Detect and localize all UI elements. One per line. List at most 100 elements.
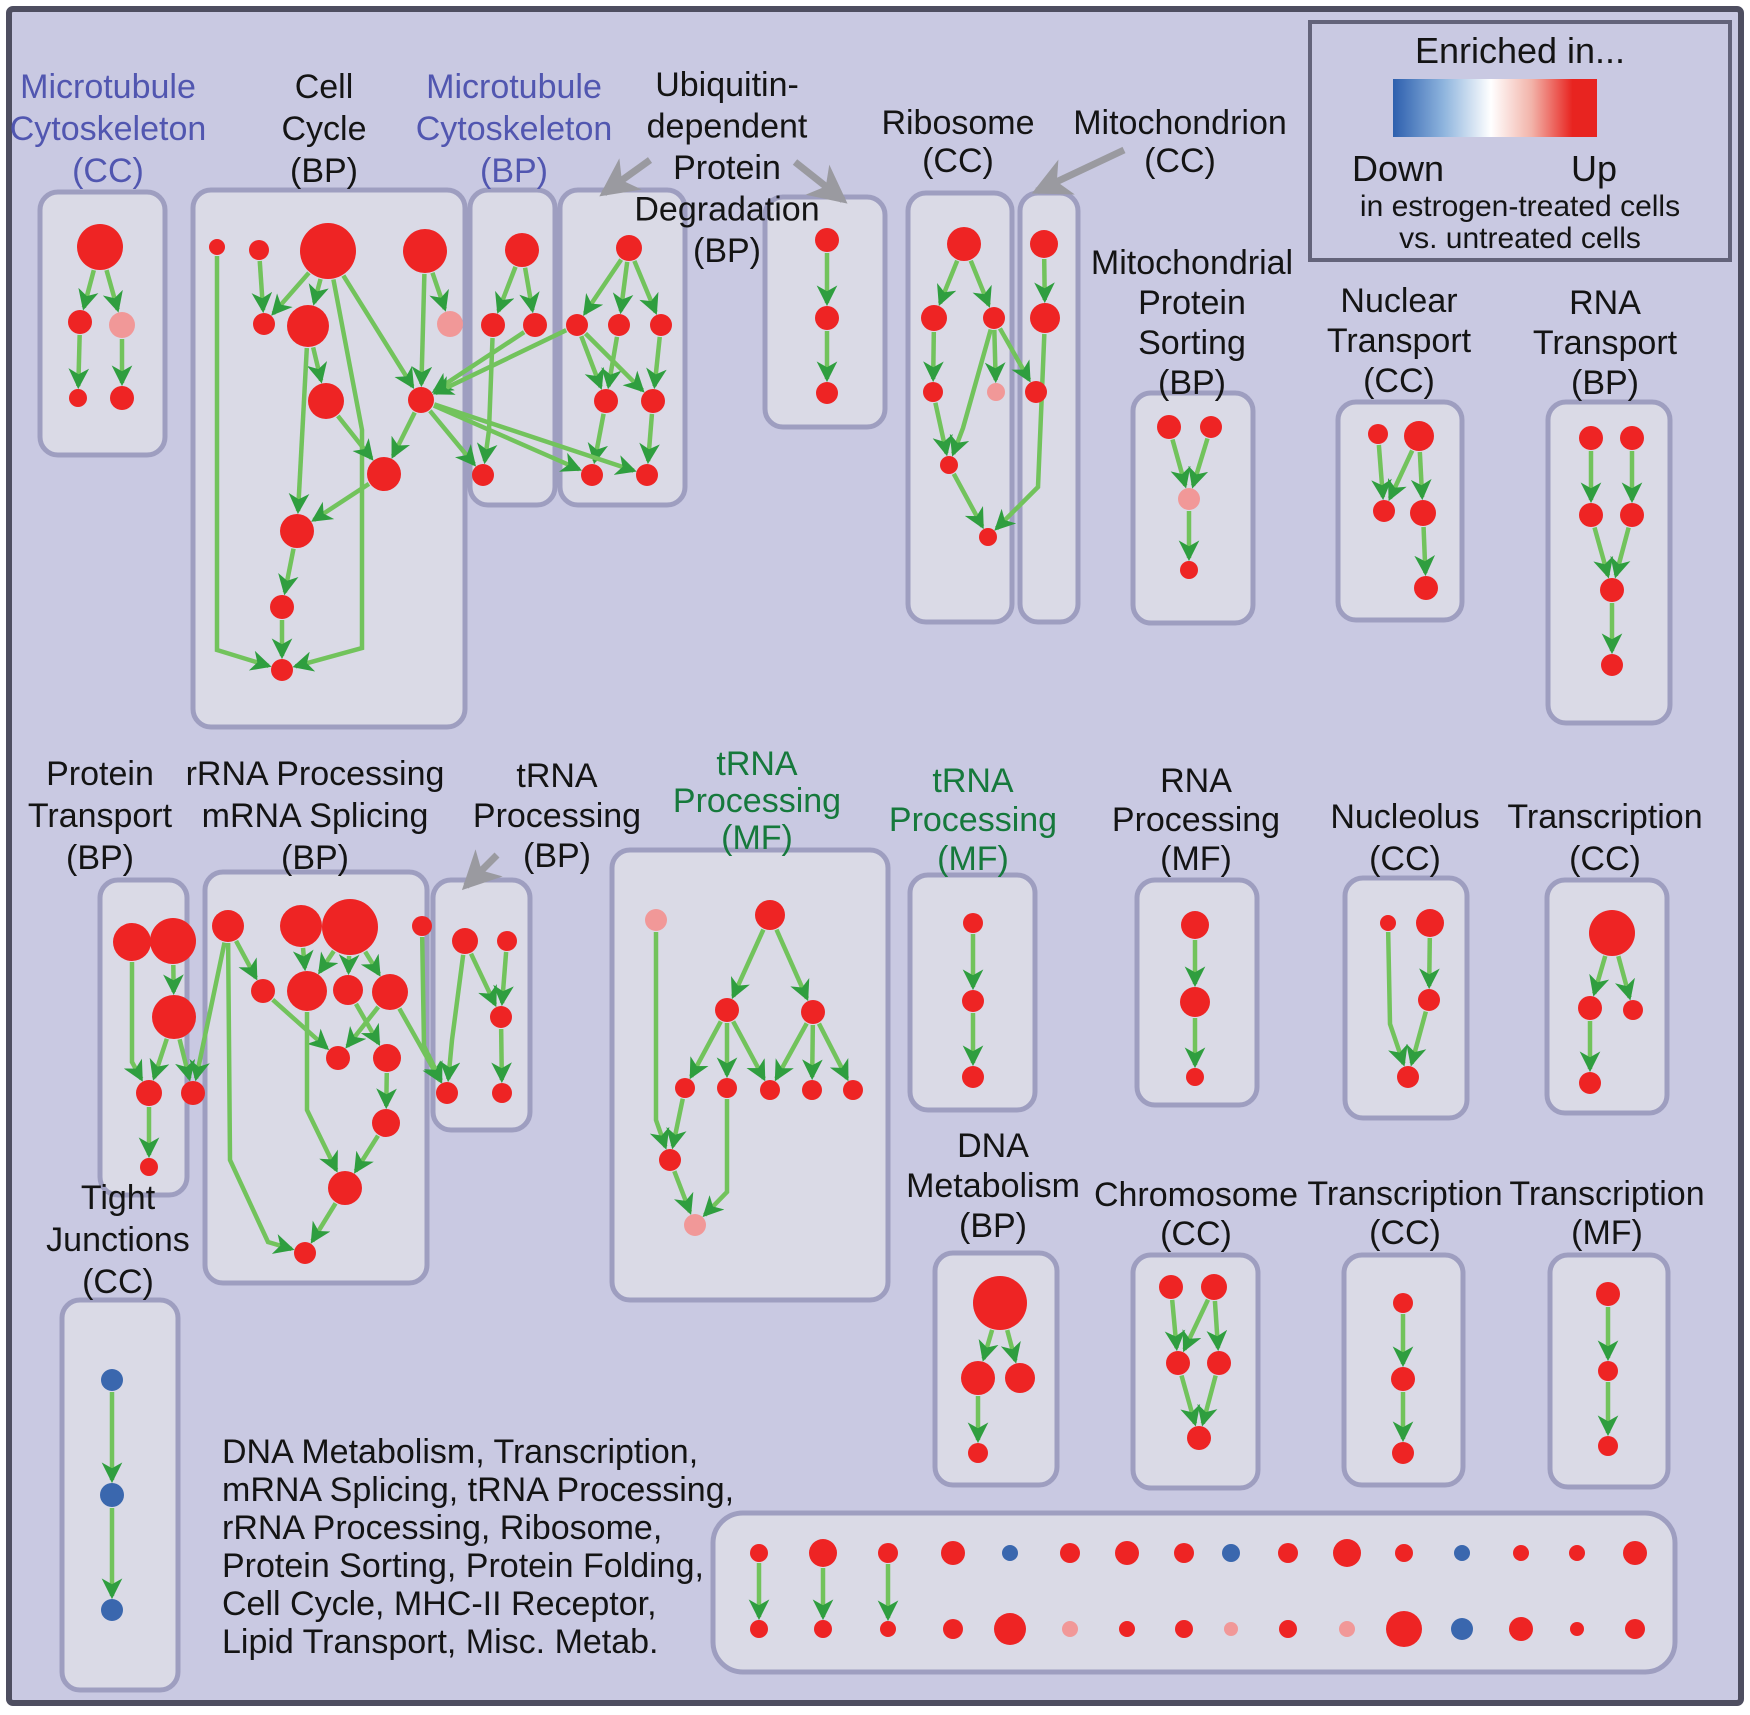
graph-edge — [336, 414, 374, 461]
graph-edge — [968, 259, 992, 308]
graph-node — [294, 1242, 316, 1264]
graph-edge — [390, 411, 417, 459]
cluster-label-protein-transport-bp: (BP) — [66, 839, 134, 877]
graph-edge — [583, 331, 645, 393]
graph-node — [270, 595, 294, 619]
graph-node — [113, 923, 151, 961]
graph-edge — [984, 329, 1006, 384]
graph-node — [1278, 1543, 1298, 1563]
graph-node — [1454, 1545, 1470, 1561]
graph-node — [497, 931, 517, 951]
graph-node — [326, 1046, 350, 1070]
graph-node — [1279, 1620, 1297, 1638]
graph-node — [566, 314, 588, 336]
graph-node — [412, 916, 432, 936]
graph-edge — [251, 260, 273, 314]
cluster-label-trna-processing-mf-1: tRNA — [716, 745, 798, 783]
graph-node — [1569, 1545, 1585, 1561]
cluster-label-ubiquitin-dependent-protein-degradation-bp: dependent — [647, 108, 808, 146]
graph-edge — [271, 271, 311, 316]
graph-node — [616, 235, 642, 261]
cluster-label-microtubule-cytoskeleton-cc: Cytoskeleton — [10, 110, 207, 148]
graph-edge — [731, 928, 766, 1000]
graph-edge — [632, 260, 659, 315]
graph-node — [109, 312, 135, 338]
graph-edge — [949, 328, 993, 457]
legend-down-label: Down — [1351, 148, 1445, 189]
graph-node — [249, 240, 269, 260]
graph-edge — [774, 928, 810, 1002]
graph-node — [372, 974, 408, 1010]
graph-edge — [731, 1020, 766, 1082]
graph-node — [101, 1599, 123, 1621]
graph-edge — [1197, 1374, 1218, 1427]
graph-node — [308, 383, 344, 419]
graph-edge — [937, 259, 960, 307]
misc-categories-text: DNA Metabolism, Transcription, mRNA Splic… — [222, 1433, 734, 1661]
graph-node — [1200, 416, 1222, 438]
graph-node — [152, 995, 196, 1039]
graph-edge — [579, 335, 605, 390]
cluster-label-nuclear-transport-cc: Transport — [1327, 322, 1472, 360]
graph-node — [816, 382, 838, 404]
graph-node — [287, 305, 329, 347]
graph-node — [815, 228, 839, 252]
graph-node — [280, 514, 314, 548]
cluster-label-trna-processing-bp: Processing — [473, 797, 641, 835]
graph-edge — [1387, 449, 1415, 502]
graph-edge — [646, 336, 667, 390]
graph-node — [755, 900, 785, 930]
graph-node — [1601, 654, 1623, 676]
graph-node — [1178, 488, 1200, 510]
graph-node — [1222, 1544, 1240, 1562]
graph-node — [403, 229, 447, 273]
graph-edge — [353, 1134, 380, 1174]
graph-node — [1180, 987, 1210, 1017]
graph-edge — [1000, 1329, 1021, 1364]
graph-node — [608, 314, 630, 336]
legend: Enriched in... Down Up in estrogen-treat… — [1308, 20, 1732, 262]
graph-node — [251, 979, 275, 1003]
graph-edge — [175, 1038, 196, 1082]
graph-node — [300, 223, 356, 279]
cluster-label-transcription-cc-2: Transcription — [1307, 1175, 1502, 1213]
graph-edge — [419, 936, 443, 1084]
annotation-arrow — [792, 159, 848, 204]
cluster-label-rna-transport-bp: RNA — [1569, 284, 1641, 322]
graph-node — [1579, 503, 1603, 527]
graph-node — [136, 1080, 162, 1106]
graph-node — [979, 528, 997, 546]
misc-text-line: DNA Metabolism, Transcription, — [222, 1433, 699, 1471]
graph-node — [1513, 1545, 1529, 1561]
graph-node — [1410, 500, 1436, 526]
graph-node — [367, 457, 401, 491]
annotation-arrow — [461, 849, 503, 891]
graph-node — [1598, 1361, 1618, 1381]
cluster-label-microtubule-cytoskeleton-bp: Microtubule — [426, 68, 602, 106]
graph-node — [962, 1066, 984, 1088]
graph-node — [815, 306, 839, 330]
graph-edge — [311, 481, 371, 522]
graph-edge — [702, 1099, 730, 1218]
graph-node — [212, 910, 244, 942]
graph-node — [943, 1619, 963, 1639]
graph-node — [1157, 415, 1181, 439]
graph-edge — [338, 954, 360, 976]
graph-node — [1030, 230, 1058, 258]
graph-node — [963, 913, 983, 933]
cluster-label-cell-cycle-bp: Cell — [295, 68, 354, 106]
graph-edge — [1414, 526, 1436, 577]
graph-node — [645, 909, 667, 931]
graph-node — [1393, 1293, 1413, 1313]
graph-edge — [308, 278, 329, 306]
graph-node — [1060, 1543, 1080, 1563]
graph-node — [750, 1620, 768, 1638]
cluster-label-mitochondrion-cc: (CC) — [1144, 142, 1216, 180]
graph-edge — [341, 274, 415, 390]
graph-node — [650, 314, 672, 336]
legend-gradient-bar — [1393, 79, 1597, 137]
graph-node — [1570, 1622, 1584, 1636]
graph-node — [941, 1541, 965, 1565]
graph-edge — [292, 947, 314, 972]
